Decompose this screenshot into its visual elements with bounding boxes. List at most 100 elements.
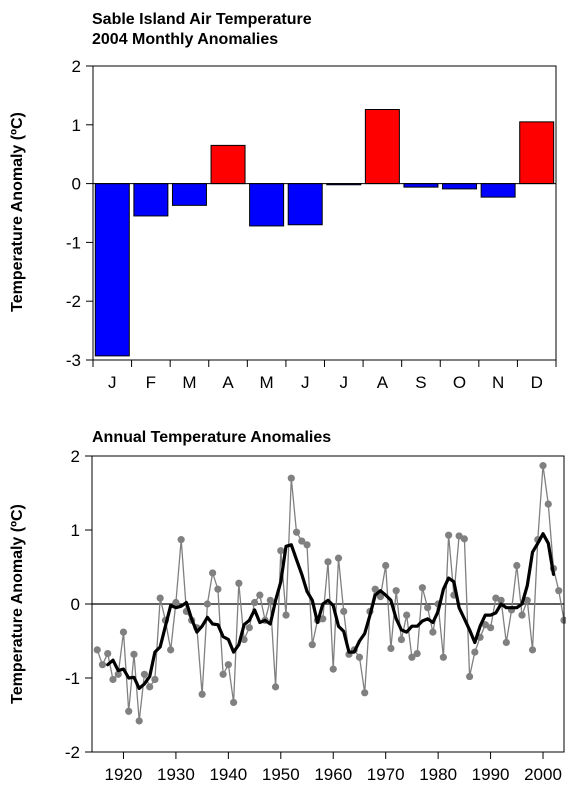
annual-raw-point-77 — [497, 596, 505, 604]
annual-raw-point-29 — [245, 624, 253, 632]
annual-raw-point-57 — [392, 587, 400, 595]
annual-raw-point-81 — [518, 611, 526, 619]
annual-raw-point-45 — [329, 665, 337, 673]
annual-raw-point-35 — [277, 547, 285, 555]
annual-raw-point-60 — [408, 653, 416, 661]
monthly-axes: -3 -2 -1 0 1 2 J F M A M J J A S O N D — [66, 57, 557, 392]
annual-raw-point-69 — [455, 532, 463, 540]
annual-raw-point-55 — [382, 561, 390, 570]
annual-raw-point-20 — [198, 690, 206, 698]
monthly-xtick-label-0: J — [108, 373, 117, 392]
annual-raw-point-23 — [214, 585, 222, 593]
annual-ytick-label-0: -2 — [65, 743, 80, 762]
bar-9 — [442, 183, 478, 190]
monthly-xtick-label-3: A — [222, 373, 234, 392]
annual-ytick-label-3: 1 — [71, 521, 80, 540]
monthly-xtick-label-4: M — [260, 373, 274, 392]
annual-raw-point-5 — [119, 628, 128, 636]
annual-raw-point-1 — [98, 661, 107, 669]
annual-raw-point-21 — [203, 600, 211, 608]
monthly-xtick-label-5: J — [301, 373, 310, 392]
annual-raw-point-46 — [334, 554, 343, 562]
annual-xtick-label-6: 1980 — [419, 765, 457, 784]
annual-raw-point-36 — [282, 611, 290, 619]
annual-raw-point-34 — [271, 683, 280, 691]
bar-7 — [364, 109, 400, 185]
bar-1 — [133, 183, 169, 217]
monthly-xtick-label-11: D — [531, 373, 543, 392]
annual-xtick-label-0: 1920 — [105, 765, 143, 784]
monthly-ytick-label-1: -2 — [66, 292, 81, 311]
monthly-ytick-label-2: -1 — [66, 233, 81, 252]
annual-xtick-label-3: 1950 — [262, 765, 300, 784]
annual-raw-point-40 — [303, 541, 311, 549]
annual-raw-point-11 — [151, 675, 159, 684]
annual-raw-point-59 — [403, 611, 411, 619]
annual-raw-point-62 — [418, 584, 426, 592]
annual-raw-point-47 — [340, 607, 348, 616]
annual-xtick-label-7: 1990 — [472, 765, 510, 784]
annual-raw-point-70 — [460, 535, 468, 543]
annual-raw-point-3 — [109, 675, 117, 684]
bar-11 — [519, 121, 555, 185]
annual-xtick-label-2: 1940 — [209, 765, 247, 784]
annual-raw-point-26 — [230, 698, 238, 707]
monthly-xtick-label-6: J — [340, 373, 349, 392]
bar-10 — [480, 183, 516, 198]
annual-raw-point-2 — [104, 649, 112, 658]
annual-raw-point-24 — [219, 670, 227, 678]
annual-raw-point-33 — [266, 596, 274, 604]
annual-ytick-label-4: 2 — [71, 447, 80, 466]
annual-raw-point-51 — [361, 689, 369, 697]
annual-raw-point-44 — [324, 558, 332, 566]
monthly-ytick-label-0: -3 — [66, 351, 81, 370]
annual-raw-point-80 — [513, 561, 521, 570]
annual-raw-point-88 — [555, 587, 563, 595]
annual-raw-point-10 — [146, 683, 154, 691]
annual-raw-point-67 — [445, 531, 453, 539]
monthly-xtick-label-10: N — [492, 373, 504, 392]
annual-raw-point-85 — [539, 462, 547, 470]
annual-raw-point-83 — [528, 646, 537, 654]
monthly-xtick-label-1: F — [146, 373, 156, 392]
annual-raw-point-14 — [167, 646, 175, 654]
annual-chart-y-axis-label: Temperature Anomaly (ºC) — [9, 504, 26, 704]
annual-xtick-label-8: 2000 — [524, 765, 562, 784]
annual-raw-point-9 — [140, 670, 149, 678]
monthly-anomaly-chart: Sable Island Air Temperature 2004 Monthl… — [9, 11, 557, 392]
annual-raw-point-89 — [560, 616, 566, 624]
bar-5 — [287, 183, 323, 226]
annual-anomaly-chart: Annual Temperature Anomalies Temperature… — [9, 429, 566, 784]
monthly-bars — [94, 109, 555, 357]
annual-raw-point-15 — [172, 598, 180, 607]
monthly-ytick-label-4: 1 — [72, 116, 81, 135]
annual-raw-point-31 — [256, 591, 264, 599]
bar-8 — [403, 183, 439, 188]
annual-raw-point-43 — [319, 615, 327, 623]
annual-chart-title: Annual Temperature Anomalies — [92, 429, 331, 446]
annual-raw-point-63 — [424, 604, 432, 612]
annual-raw-point-78 — [502, 638, 510, 647]
monthly-chart-title-line-1: Sable Island Air Temperature — [92, 11, 312, 28]
annual-raw-point-72 — [471, 648, 479, 656]
annual-raw-point-58 — [397, 635, 406, 644]
annual-raw-point-4 — [114, 670, 122, 678]
bar-2 — [171, 183, 207, 206]
annual-raw-point-56 — [387, 644, 395, 653]
annual-raw-point-25 — [224, 661, 232, 669]
annual-raw-point-82 — [523, 596, 531, 604]
annual-raw-series-line — [96, 465, 565, 721]
annual-raw-point-27 — [235, 579, 243, 587]
annual-raw-point-39 — [298, 537, 306, 545]
annual-axes: -2 -1 0 1 2 1920 1930 1940 1950 1960 1970 1980 1990 2… — [65, 447, 565, 784]
monthly-chart-title-line-2: 2004 Monthly Anomalies — [92, 31, 278, 48]
annual-raw-point-64 — [429, 628, 437, 636]
annual-raw-point-54 — [376, 593, 385, 601]
bar-0 — [94, 183, 130, 357]
annual-raw-point-38 — [292, 528, 301, 536]
annual-raw-point-50 — [355, 653, 364, 661]
annual-raw-point-8 — [135, 717, 143, 725]
annual-raw-point-41 — [308, 641, 316, 649]
annual-raw-point-66 — [439, 653, 447, 661]
